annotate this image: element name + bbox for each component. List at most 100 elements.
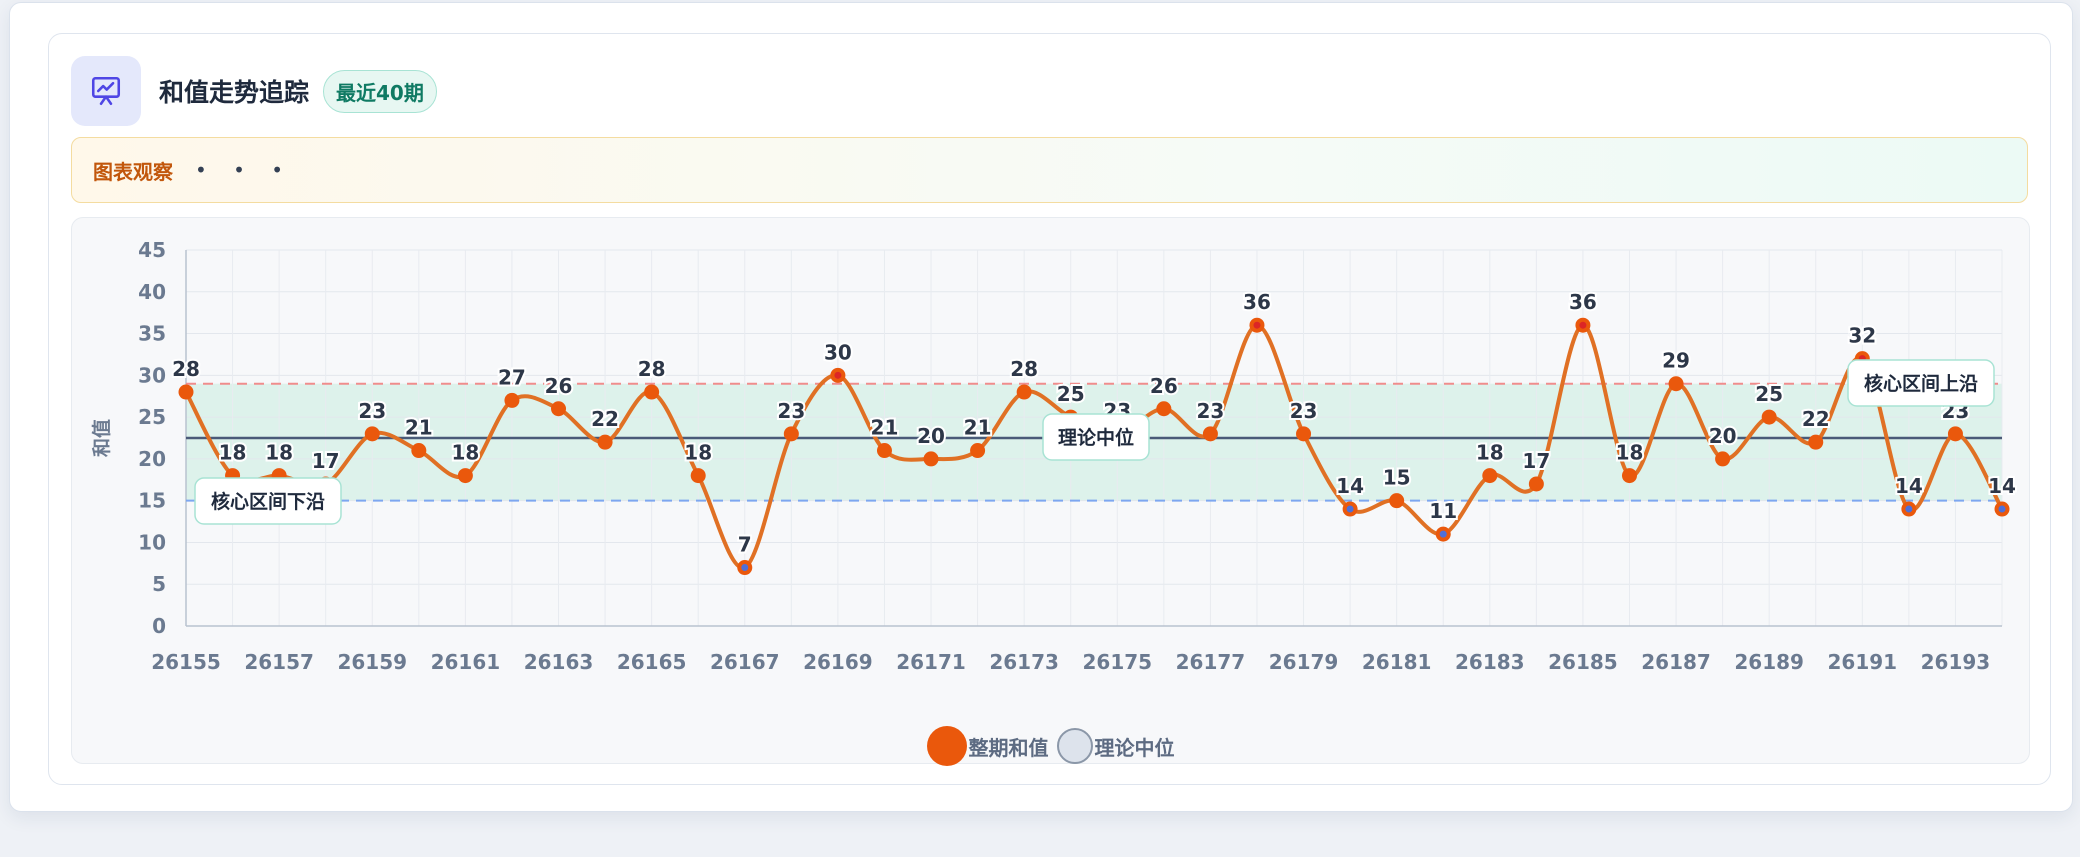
y-tick-label: 0	[152, 614, 166, 638]
card-title: 和值走势追踪	[159, 78, 310, 107]
data-label: 18	[219, 441, 247, 465]
data-point	[1668, 376, 1684, 392]
page-frame: 和值走势追踪 最近40期 图表观察 • • • 0 5 10 15 20 25 30 35 40…	[9, 2, 2073, 812]
low-marker	[1346, 505, 1354, 513]
y-tick-label: 30	[138, 363, 166, 387]
y-tick-label: 15	[138, 489, 166, 513]
data-label: 22	[1802, 407, 1830, 431]
data-point	[1156, 401, 1172, 417]
lower-bound-callout-box	[194, 477, 342, 525]
data-label: 14	[1336, 474, 1364, 498]
legend-item-median[interactable]: 理论中位	[1056, 728, 1175, 764]
high-marker	[1579, 321, 1587, 329]
data-point	[551, 401, 567, 417]
data-label: 29	[1662, 349, 1690, 373]
low-marker	[1998, 505, 2006, 513]
median-callout: 理论中位	[1042, 413, 1150, 461]
data-label: 18	[265, 441, 293, 465]
data-label: 22	[591, 407, 619, 431]
y-tick-label: 40	[138, 280, 166, 304]
data-point	[690, 468, 706, 484]
x-tick-label: 26179	[1269, 650, 1339, 674]
data-label: 23	[777, 399, 805, 423]
low-marker	[1905, 505, 1913, 513]
data-label: 20	[917, 424, 945, 448]
x-tick-label: 26183	[1455, 650, 1525, 674]
data-label: 18	[684, 441, 712, 465]
data-point	[923, 451, 939, 467]
y-tick-label: 35	[138, 322, 166, 346]
legend-swatch-median	[1056, 728, 1093, 764]
legend-item-sum[interactable]: 整期和值	[926, 726, 1049, 766]
high-marker	[1253, 321, 1261, 329]
data-label: 21	[405, 416, 433, 440]
x-tick-label: 26181	[1362, 650, 1432, 674]
data-label: 20	[1709, 424, 1737, 448]
median-callout-text: 理论中位	[1058, 426, 1134, 449]
data-label: 15	[1383, 466, 1411, 490]
data-label: 28	[172, 357, 200, 381]
data-point	[364, 426, 380, 442]
data-point	[457, 468, 473, 484]
data-label: 17	[312, 449, 340, 473]
data-label: 18	[1616, 441, 1644, 465]
lower-bound-callout-text: 核心区间下沿	[211, 490, 325, 513]
data-label: 23	[1196, 399, 1224, 423]
legend-swatch-sum	[926, 726, 967, 766]
x-tick-label: 26171	[896, 650, 966, 674]
data-point	[1621, 468, 1637, 484]
x-tick-label: 26187	[1641, 650, 1711, 674]
data-label: 30	[824, 340, 852, 364]
data-label: 25	[1057, 382, 1085, 406]
x-tick-label: 26185	[1548, 650, 1618, 674]
data-label: 14	[1988, 474, 2016, 498]
more-dots-icon[interactable]: • • •	[195, 158, 294, 182]
x-tick-label: 26193	[1921, 650, 1991, 674]
data-point	[644, 384, 660, 400]
data-point	[597, 434, 613, 450]
data-point	[1482, 468, 1498, 484]
presentation-chart-icon	[71, 56, 141, 126]
data-label: 27	[498, 365, 526, 389]
x-tick-label: 26169	[803, 650, 873, 674]
data-label: 18	[451, 441, 479, 465]
data-label: 32	[1848, 324, 1876, 348]
observation-label: 图表观察	[93, 159, 173, 184]
x-tick-label: 26155	[151, 650, 221, 674]
high-marker	[834, 371, 842, 379]
x-tick-label: 26189	[1734, 650, 1804, 674]
chart-observation-bar[interactable]: 图表观察 • • •	[71, 137, 2028, 203]
data-label: 28	[1010, 357, 1038, 381]
low-marker	[1439, 530, 1447, 538]
card-header: 和值走势追踪 最近40期	[71, 56, 437, 126]
x-tick-label: 26173	[989, 650, 1059, 674]
data-label: 7	[738, 533, 752, 557]
y-axis-title: 和值	[90, 419, 113, 457]
data-point	[1715, 451, 1731, 467]
y-tick-label: 45	[138, 238, 166, 262]
trend-card: 和值走势追踪 最近40期 图表观察 • • • 0 5 10 15 20 25 30 35 40…	[48, 33, 2051, 785]
data-label: 18	[1476, 441, 1504, 465]
data-point	[1296, 426, 1312, 442]
data-label: 28	[638, 357, 666, 381]
data-label: 23	[358, 399, 386, 423]
data-point	[1947, 426, 1963, 442]
data-label: 26	[545, 374, 573, 398]
data-point	[1528, 476, 1544, 492]
data-label: 26	[1150, 374, 1178, 398]
period-badge: 最近40期	[323, 69, 437, 113]
lower-bound-callout: 核心区间下沿	[194, 477, 342, 525]
data-point	[1202, 426, 1218, 442]
x-tick-label: 26163	[524, 650, 594, 674]
data-point	[1761, 409, 1777, 425]
y-tick-label: 25	[138, 405, 166, 429]
data-point	[1808, 434, 1824, 450]
data-point	[504, 392, 520, 408]
upper-bound-callout: 核心区间上沿	[1847, 359, 1995, 407]
chart-panel: 0 5 10 15 20 25 30 35 40 45 26155 26157 26159 26161 26…	[71, 217, 2030, 766]
data-point	[783, 426, 799, 442]
data-label: 17	[1522, 449, 1550, 473]
data-point	[1389, 493, 1405, 509]
x-tick-label: 26165	[617, 650, 687, 674]
x-tick-label: 26167	[710, 650, 780, 674]
